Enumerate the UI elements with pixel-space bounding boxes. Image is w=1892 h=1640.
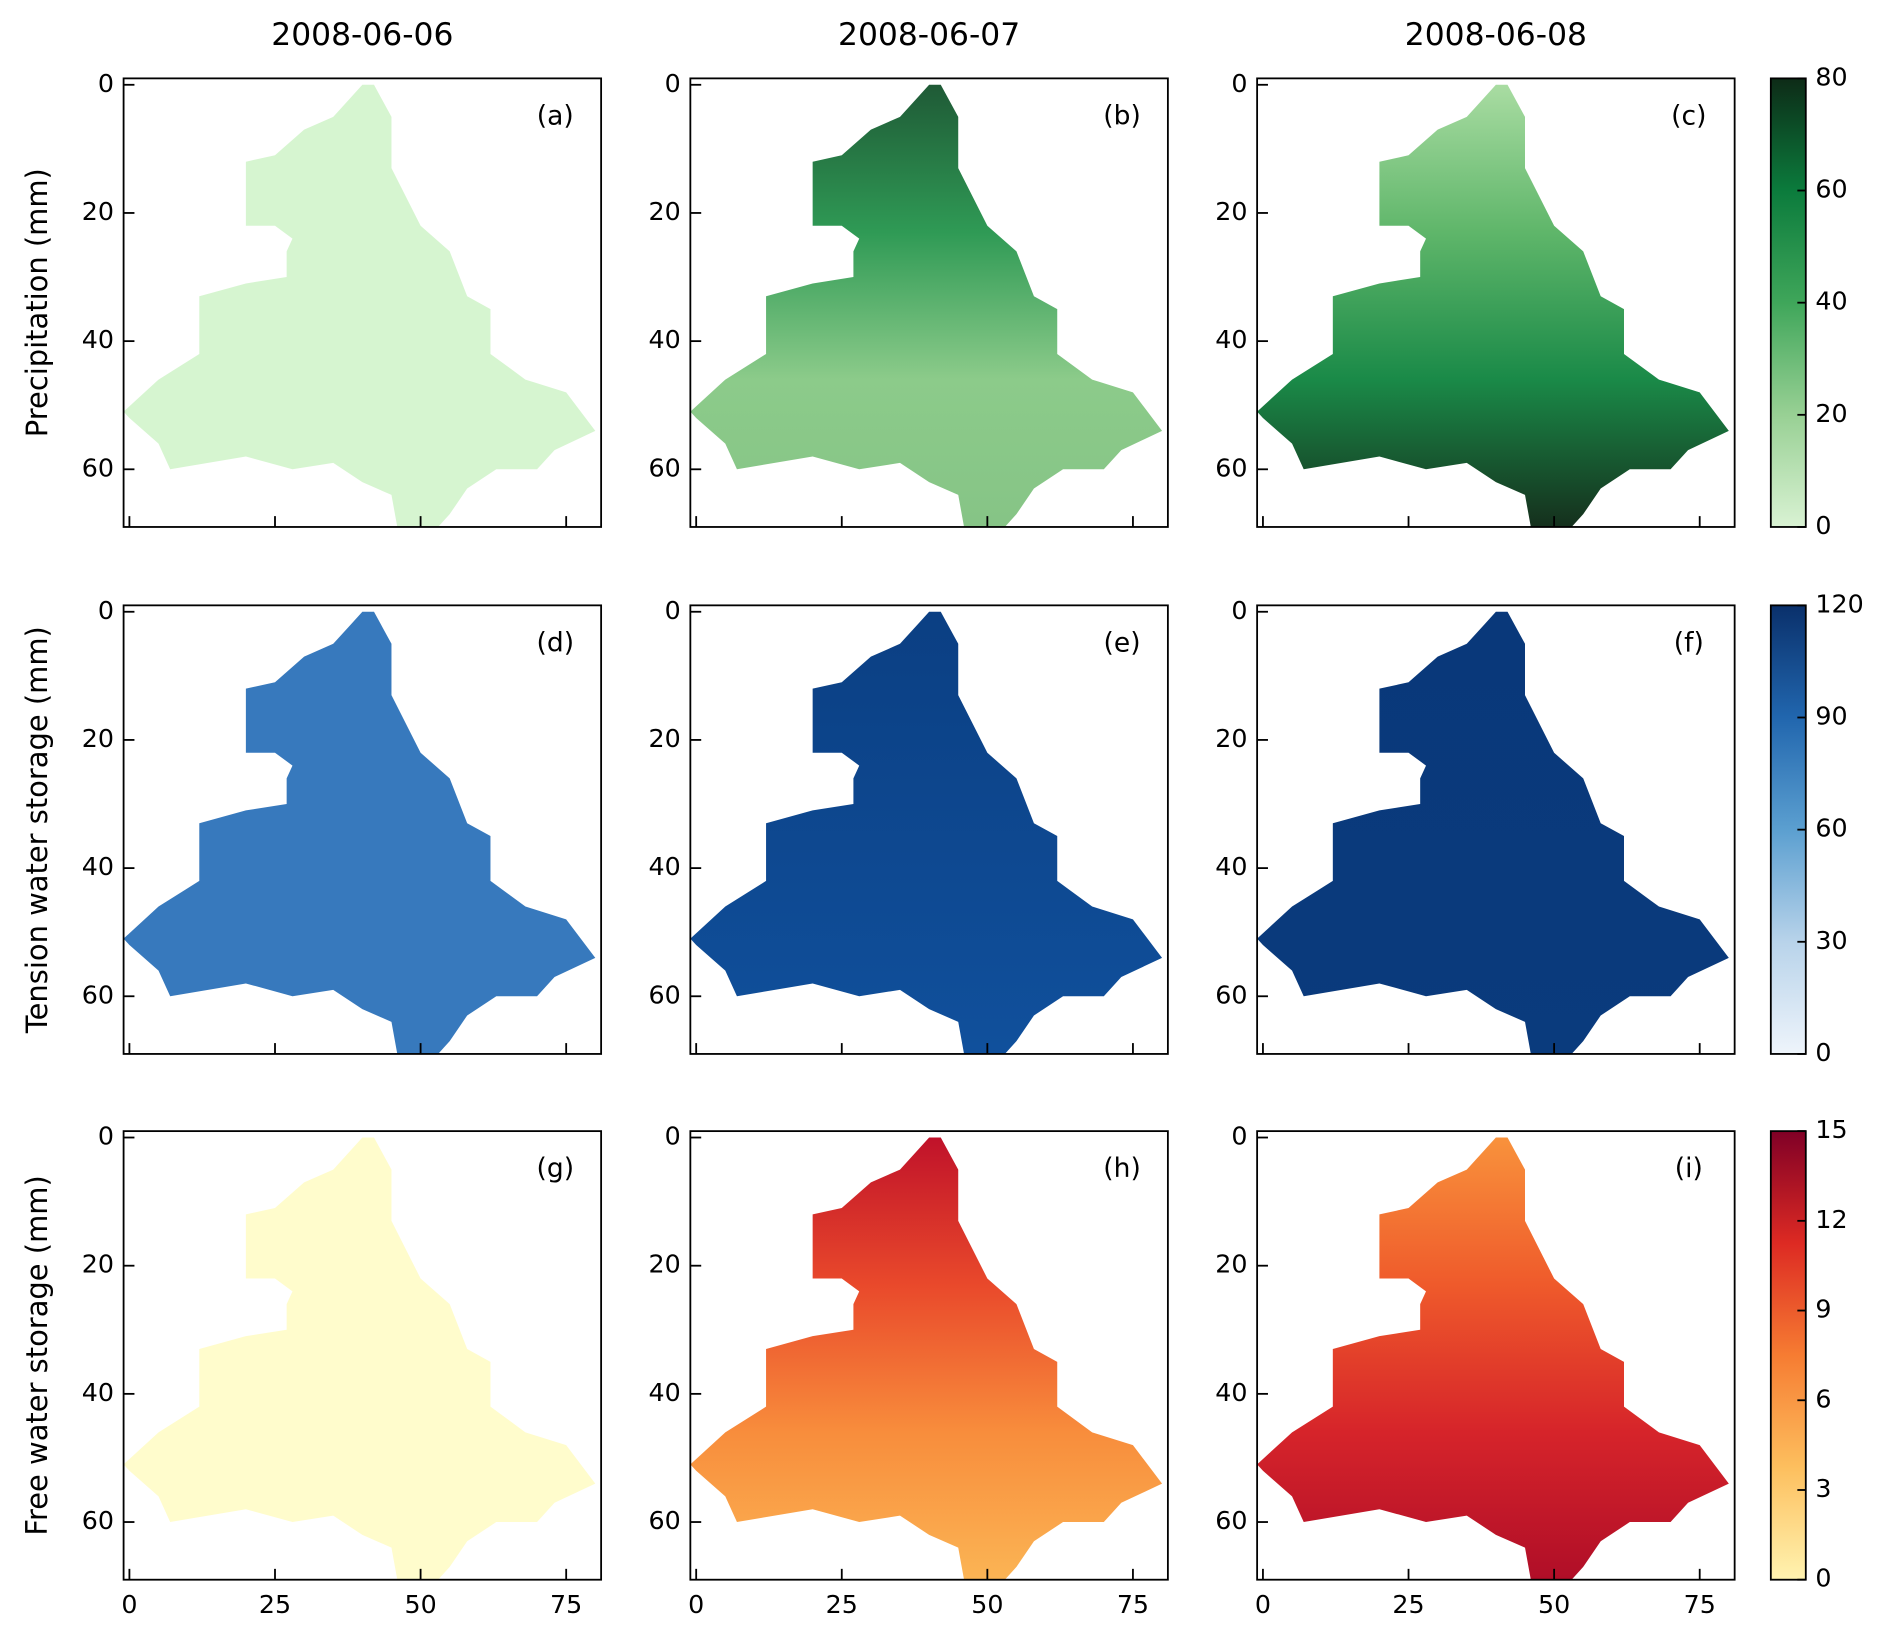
colorbar-tick-label: 6 bbox=[1815, 1383, 1831, 1413]
y-tick-label: 60 bbox=[648, 979, 680, 1009]
colorbar-tick-label: 30 bbox=[1815, 925, 1847, 955]
map-area bbox=[123, 1137, 596, 1580]
colorbar-tick-label: 20 bbox=[1815, 398, 1847, 428]
x-tick-label: 50 bbox=[404, 1589, 436, 1619]
map-area bbox=[690, 611, 1163, 1054]
axes-frame bbox=[689, 1130, 1169, 1581]
y-tick-label: 0 bbox=[98, 1121, 114, 1151]
map-area bbox=[1257, 1137, 1729, 1580]
y-tick-label: 0 bbox=[665, 68, 681, 98]
y-tick-label: 20 bbox=[82, 196, 114, 226]
colorbar-tick-label: 60 bbox=[1815, 174, 1847, 204]
y-tick-label: 40 bbox=[82, 851, 114, 881]
colorbar-tick-label: 80 bbox=[1815, 61, 1847, 91]
colorbar-tick-label: 12 bbox=[1815, 1204, 1847, 1234]
x-tick-label: 25 bbox=[826, 1589, 858, 1619]
y-tick-label: 40 bbox=[1215, 851, 1247, 881]
y-tick-label: 60 bbox=[82, 979, 114, 1009]
colorbar-tick-label: 120 bbox=[1815, 588, 1863, 618]
x-tick-label: 75 bbox=[1117, 1589, 1149, 1619]
y-tick-label: 20 bbox=[1215, 196, 1247, 226]
y-tick-label: 0 bbox=[665, 1121, 681, 1151]
row-label: Free water storage (mm) bbox=[20, 1175, 54, 1535]
y-tick-label: 20 bbox=[82, 1249, 114, 1279]
y-tick-label: 20 bbox=[648, 196, 680, 226]
x-tick-label: 75 bbox=[1684, 1589, 1716, 1619]
panel-label: (i) bbox=[1675, 1153, 1703, 1184]
y-tick-label: 40 bbox=[648, 851, 680, 881]
axes-frame bbox=[122, 77, 603, 528]
y-tick-label: 60 bbox=[1215, 1505, 1247, 1535]
colorbar-tick-label: 3 bbox=[1815, 1473, 1831, 1503]
map-area bbox=[123, 84, 596, 527]
colorbar-tick-label: 0 bbox=[1815, 1563, 1831, 1593]
x-tick-label: 0 bbox=[121, 1589, 137, 1619]
x-tick-label: 0 bbox=[688, 1589, 704, 1619]
panel-label: (h) bbox=[1103, 1153, 1141, 1184]
map-area bbox=[123, 611, 596, 1054]
axes-frame bbox=[122, 1130, 603, 1581]
y-tick-label: 60 bbox=[648, 1505, 680, 1535]
map-area bbox=[690, 84, 1163, 527]
colorbar-tick-label: 0 bbox=[1815, 510, 1831, 540]
panel-label: (e) bbox=[1104, 627, 1141, 658]
y-tick-label: 60 bbox=[82, 452, 114, 482]
row-label: Tension water storage (mm) bbox=[20, 626, 54, 1034]
colorbar-tick-label: 90 bbox=[1815, 701, 1847, 731]
map-area bbox=[690, 1137, 1163, 1580]
y-tick-label: 20 bbox=[648, 1249, 680, 1279]
column-title: 2008-06-06 bbox=[271, 17, 453, 53]
colorbar-tick-label: 15 bbox=[1815, 1114, 1847, 1144]
y-tick-label: 40 bbox=[648, 324, 680, 354]
panel-label: (b) bbox=[1103, 100, 1141, 131]
y-tick-label: 20 bbox=[648, 723, 680, 753]
colorbar bbox=[1769, 1130, 1807, 1581]
axes-frame bbox=[689, 77, 1169, 528]
column-title: 2008-06-08 bbox=[1405, 17, 1587, 53]
y-tick-label: 40 bbox=[1215, 1377, 1247, 1407]
x-tick-label: 75 bbox=[550, 1589, 582, 1619]
panel-label: (c) bbox=[1671, 100, 1706, 131]
y-tick-label: 40 bbox=[82, 324, 114, 354]
axes-frame bbox=[1256, 1130, 1736, 1581]
map-area bbox=[1257, 84, 1729, 527]
y-tick-label: 20 bbox=[1215, 1249, 1247, 1279]
x-tick-label: 0 bbox=[1255, 1589, 1271, 1619]
y-tick-label: 40 bbox=[648, 1377, 680, 1407]
y-tick-label: 0 bbox=[665, 595, 681, 625]
y-tick-label: 0 bbox=[1231, 1121, 1247, 1151]
y-tick-label: 60 bbox=[1215, 452, 1247, 482]
y-tick-label: 20 bbox=[82, 723, 114, 753]
map-area bbox=[1257, 611, 1729, 1054]
axes-frame bbox=[1256, 77, 1736, 528]
y-tick-label: 60 bbox=[648, 452, 680, 482]
panel-label: (f) bbox=[1674, 627, 1704, 658]
x-tick-label: 25 bbox=[1392, 1589, 1424, 1619]
panel-label: (g) bbox=[537, 1153, 575, 1184]
y-tick-label: 60 bbox=[82, 1505, 114, 1535]
x-tick-label: 25 bbox=[259, 1589, 291, 1619]
y-tick-label: 40 bbox=[82, 1377, 114, 1407]
axes-frame bbox=[122, 604, 603, 1055]
panel-label: (d) bbox=[537, 627, 575, 658]
colorbar-tick-label: 0 bbox=[1815, 1037, 1831, 1067]
column-title: 2008-06-07 bbox=[838, 17, 1020, 53]
y-tick-label: 0 bbox=[98, 595, 114, 625]
y-tick-label: 0 bbox=[1231, 68, 1247, 98]
colorbar-tick-label: 60 bbox=[1815, 813, 1847, 843]
colorbar-tick-label: 40 bbox=[1815, 286, 1847, 316]
y-tick-label: 20 bbox=[1215, 723, 1247, 753]
y-tick-label: 60 bbox=[1215, 979, 1247, 1009]
x-tick-label: 50 bbox=[971, 1589, 1003, 1619]
axes-frame bbox=[1256, 604, 1736, 1055]
y-tick-label: 0 bbox=[98, 68, 114, 98]
colorbar-tick-label: 9 bbox=[1815, 1294, 1831, 1324]
y-tick-label: 40 bbox=[1215, 324, 1247, 354]
y-tick-label: 0 bbox=[1231, 595, 1247, 625]
axes-frame bbox=[689, 604, 1169, 1055]
row-label: Precipitation (mm) bbox=[20, 168, 54, 437]
panel-label: (a) bbox=[537, 100, 574, 131]
x-tick-label: 50 bbox=[1538, 1589, 1570, 1619]
